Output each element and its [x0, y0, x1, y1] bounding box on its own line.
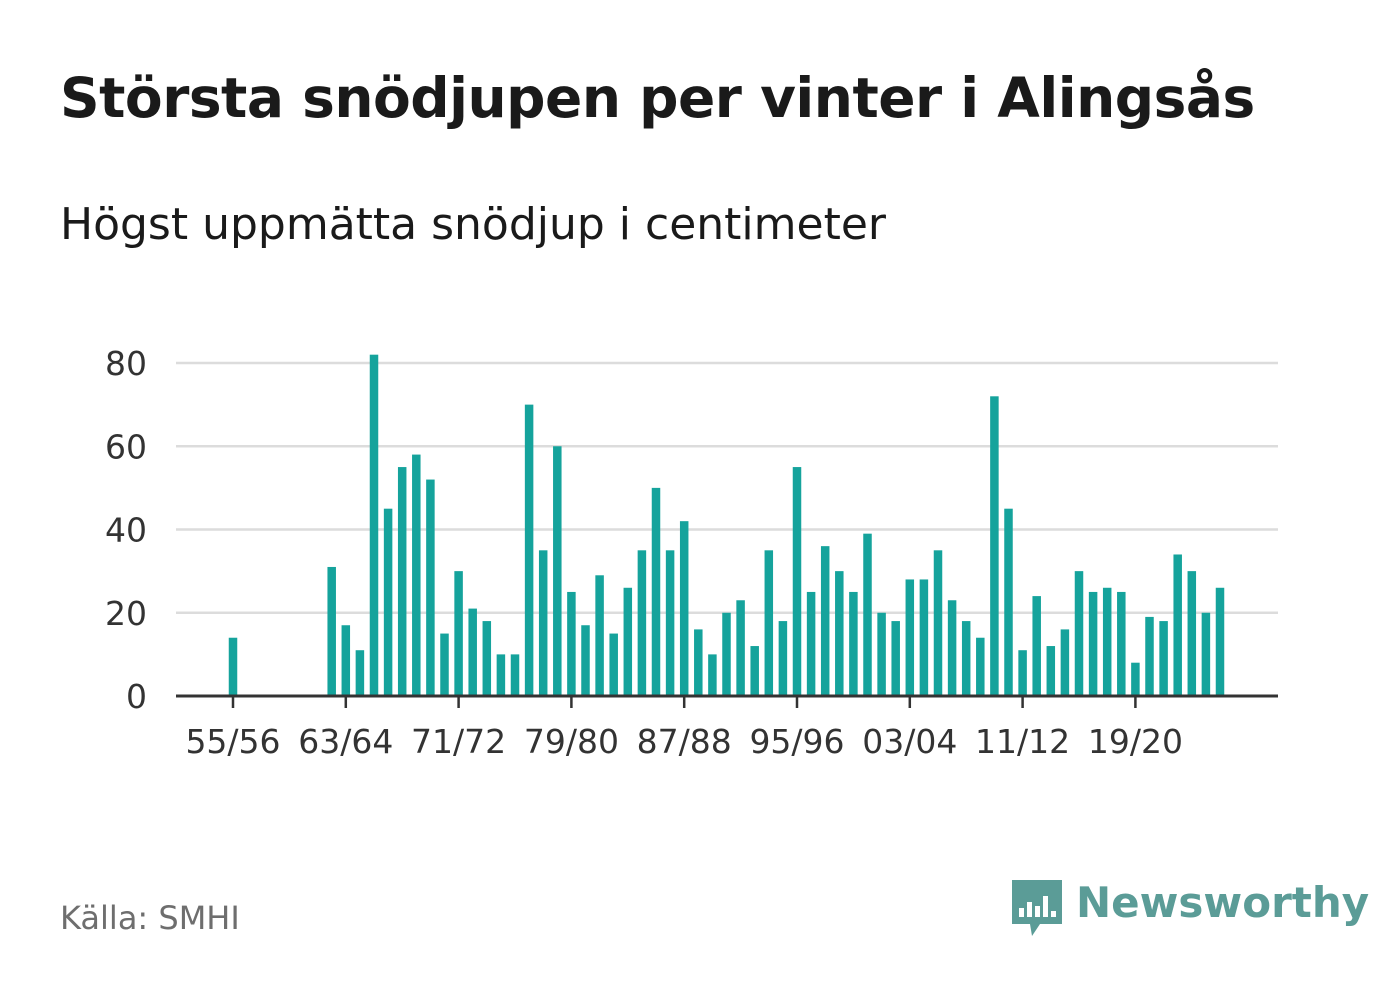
bar-89/90: [708, 654, 717, 697]
bar-80/81: [581, 625, 590, 696]
bar-97/98: [820, 546, 830, 696]
bar-85/86: [651, 487, 661, 697]
source-note: Källa: SMHI: [60, 899, 240, 937]
chart-subtitle: Högst uppmätta snödjup i centimeter: [60, 199, 886, 250]
bar-71/72: [454, 571, 463, 697]
bar-14/15: [1060, 629, 1070, 696]
bar-18/19: [1117, 591, 1126, 696]
bar-95/96: [792, 467, 802, 696]
y-tick-label: 0: [126, 677, 147, 716]
bar-01/02: [877, 612, 886, 696]
bar-06/07: [947, 600, 957, 696]
y-tick-label: 40: [105, 511, 147, 550]
bar-74/75: [496, 654, 506, 697]
chart-title: Största snödjupen per vinter i Alingsås: [60, 66, 1255, 130]
x-tick-label: 63/64: [298, 722, 393, 761]
bar-98/99: [835, 571, 844, 697]
y-tick-label: 80: [105, 344, 147, 383]
bar-64/65: [355, 650, 365, 696]
bar-92/93: [750, 646, 759, 696]
bar-24/25: [1201, 612, 1211, 696]
y-tick-label: 20: [105, 594, 147, 633]
bar-62/63: [327, 566, 336, 696]
x-tick-label: 87/88: [637, 722, 732, 761]
bar-93/94: [764, 550, 774, 696]
bar-02/03: [891, 621, 900, 696]
bar-16/17: [1088, 591, 1098, 696]
bar-91/92: [736, 600, 745, 696]
bar-20/21: [1145, 616, 1154, 696]
brand-name: Newsworthy: [1076, 878, 1370, 927]
bar-12/13: [1032, 596, 1041, 696]
grid-lines: [176, 361, 1278, 614]
bar-99/00: [849, 591, 858, 696]
bar-84/85: [637, 550, 647, 696]
bar-70/71: [440, 633, 449, 696]
bar-09/10: [990, 396, 999, 696]
bar-79/80: [567, 591, 576, 696]
bar-07/08: [961, 621, 971, 696]
bar-00/01: [863, 533, 872, 696]
bar-67/68: [397, 467, 407, 696]
bar-77/78: [538, 550, 548, 696]
bar-55/56: [228, 637, 238, 696]
bar-88/89: [694, 629, 703, 696]
brand: Newsworthy: [1010, 878, 1369, 940]
bar-11/12: [1018, 650, 1027, 696]
bar-22/23: [1173, 554, 1182, 696]
x-tick-label: 55/56: [185, 722, 280, 761]
bar-03/04: [905, 579, 915, 696]
bar-17/18: [1102, 587, 1112, 696]
x-axis: [176, 694, 1278, 708]
x-tick-label: 19/20: [1088, 722, 1183, 761]
bar-63/64: [341, 625, 351, 696]
bar-81/82: [595, 575, 604, 696]
bar-86/87: [665, 550, 675, 696]
bar-82/83: [609, 633, 618, 696]
bar-96/97: [806, 591, 816, 696]
x-tick-label: 71/72: [411, 722, 506, 761]
bar-75/76: [510, 654, 520, 697]
bar-10/11: [1004, 508, 1013, 696]
bar-04/05: [919, 579, 929, 696]
bar-94/95: [778, 621, 788, 696]
bar-87/88: [679, 521, 689, 696]
bar-08/09: [976, 637, 985, 696]
bar-69/70: [426, 479, 435, 696]
bar-19/20: [1131, 662, 1140, 696]
bars: [228, 354, 1225, 697]
bar-76/77: [524, 404, 534, 697]
bar-78/79: [553, 446, 562, 696]
bar-undefined: [1215, 587, 1225, 696]
y-tick-label: 60: [105, 427, 147, 466]
x-tick-label: 95/96: [749, 722, 844, 761]
bar-90/91: [722, 612, 731, 696]
bar-83/84: [623, 587, 633, 696]
bar-15/16: [1074, 571, 1084, 697]
bar-21/22: [1159, 621, 1168, 696]
bar-23/24: [1187, 571, 1197, 697]
x-tick-label: 11/12: [975, 722, 1070, 761]
bar-05/06: [933, 550, 943, 696]
y-axis-labels: 0 20 40 60 80: [105, 344, 147, 716]
newsworthy-logo-icon: [1012, 880, 1062, 936]
bar-72/73: [468, 608, 477, 696]
x-tick-label: 03/04: [862, 722, 957, 761]
bar-66/67: [383, 508, 393, 696]
x-tick-label: 79/80: [524, 722, 619, 761]
bar-65/66: [369, 354, 379, 696]
bar-13/14: [1046, 646, 1056, 696]
bar-73/74: [482, 621, 492, 696]
bar-68/69: [412, 454, 421, 696]
x-axis-labels: 55/56 63/64 71/72 79/80 87/88 95/96 03/04 11/12…: [185, 722, 1183, 761]
